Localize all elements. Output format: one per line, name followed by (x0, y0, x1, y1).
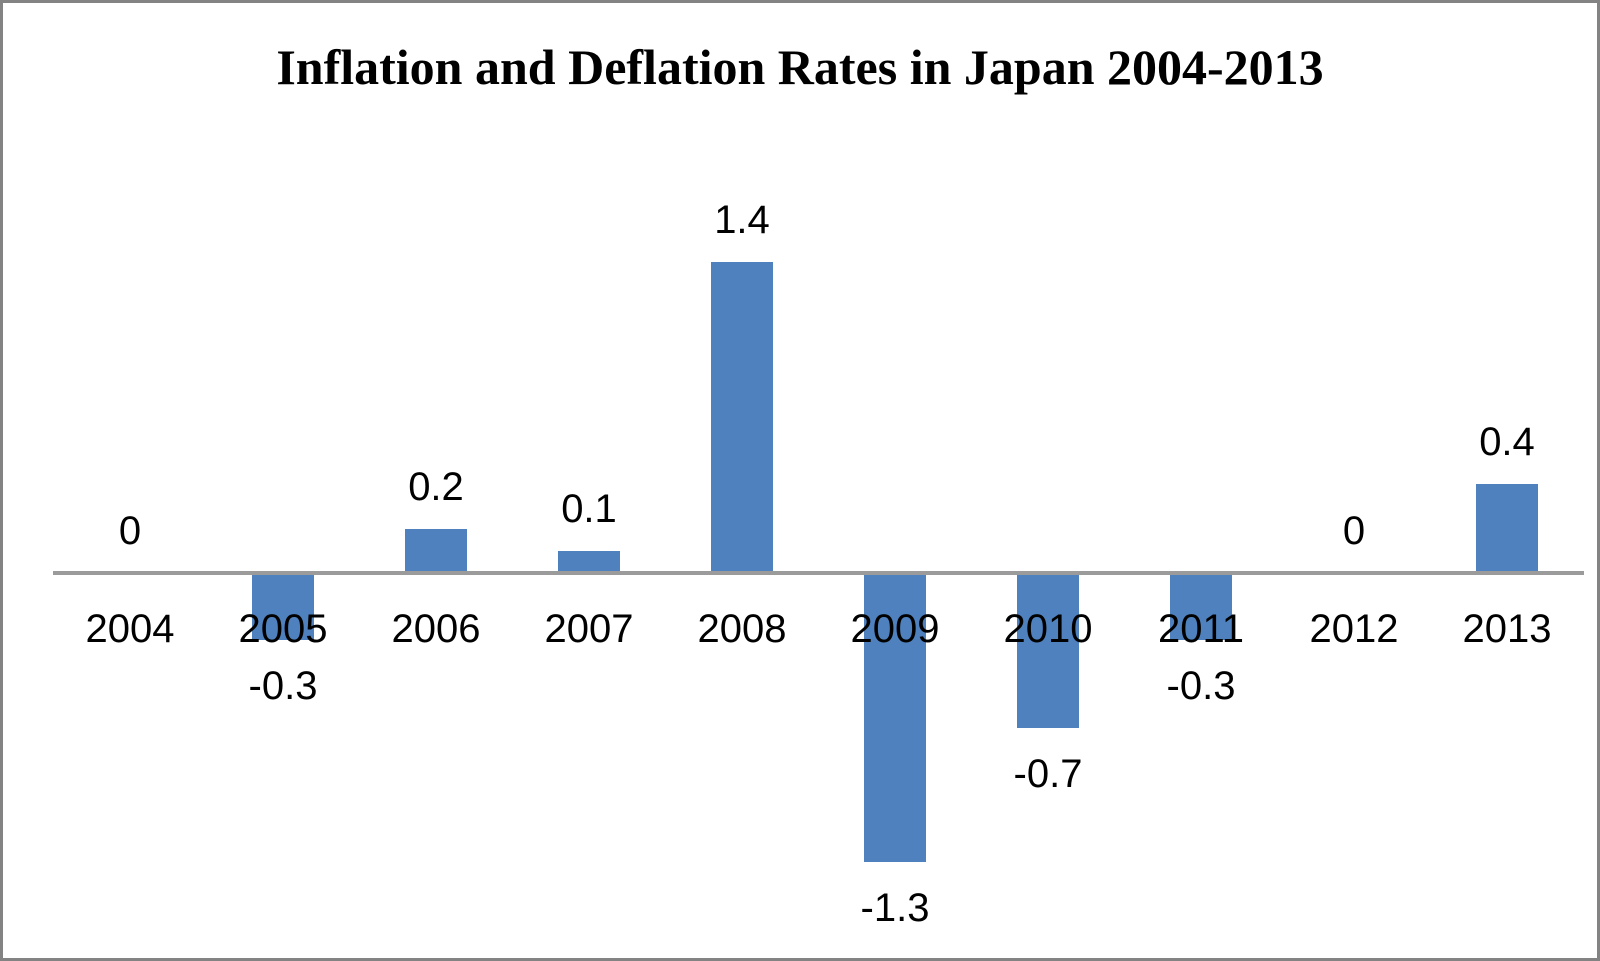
bar-2013 (1476, 484, 1538, 573)
bar-value-label-2010: -0.7 (1013, 752, 1083, 797)
bar-value-label-2005: -0.3 (248, 663, 318, 708)
bar-value-label-2006: 0.2 (408, 464, 464, 509)
bar-2007 (558, 550, 620, 573)
bar-value-label-2007: 0.1 (561, 486, 617, 531)
x-tick-label-2010: 2010 (1003, 607, 1093, 651)
bar-2011 (1170, 573, 1232, 640)
bar-value-label-2009: -1.3 (860, 885, 930, 930)
bar-2006 (405, 528, 467, 573)
bar-2008 (711, 262, 773, 573)
bar-value-label-2013: 0.4 (1479, 420, 1535, 465)
bar-value-label-2011: -0.3 (1166, 663, 1236, 708)
x-tick-label-2005: 2005 (238, 607, 328, 651)
x-tick-label-2013: 2013 (1462, 607, 1552, 651)
x-tick-label-2008: 2008 (697, 607, 787, 651)
x-tick-label-2007: 2007 (544, 607, 634, 651)
x-axis-line (53, 571, 1584, 575)
bar-value-label-2008: 1.4 (714, 198, 770, 243)
x-tick-label-2011: 2011 (1157, 607, 1244, 651)
plot-area: 0 2004 -0.3 2005 0.2 2006 0.1 2007 1.4 2008 -1.3 20… (3, 3, 1597, 958)
bar-2005 (252, 573, 314, 640)
bar-2009 (864, 573, 926, 862)
x-tick-label-2009: 2009 (850, 607, 940, 651)
x-tick-label-2006: 2006 (391, 607, 481, 651)
bar-value-label-2004: 0 (118, 509, 142, 553)
x-tick-label-2004: 2004 (85, 607, 175, 651)
x-tick-label-2012: 2012 (1309, 607, 1399, 651)
bar-value-label-2012: 0 (1342, 509, 1366, 553)
bar-2010 (1017, 573, 1079, 729)
chart-title: Inflation and Deflation Rates in Japan 2… (276, 39, 1324, 95)
